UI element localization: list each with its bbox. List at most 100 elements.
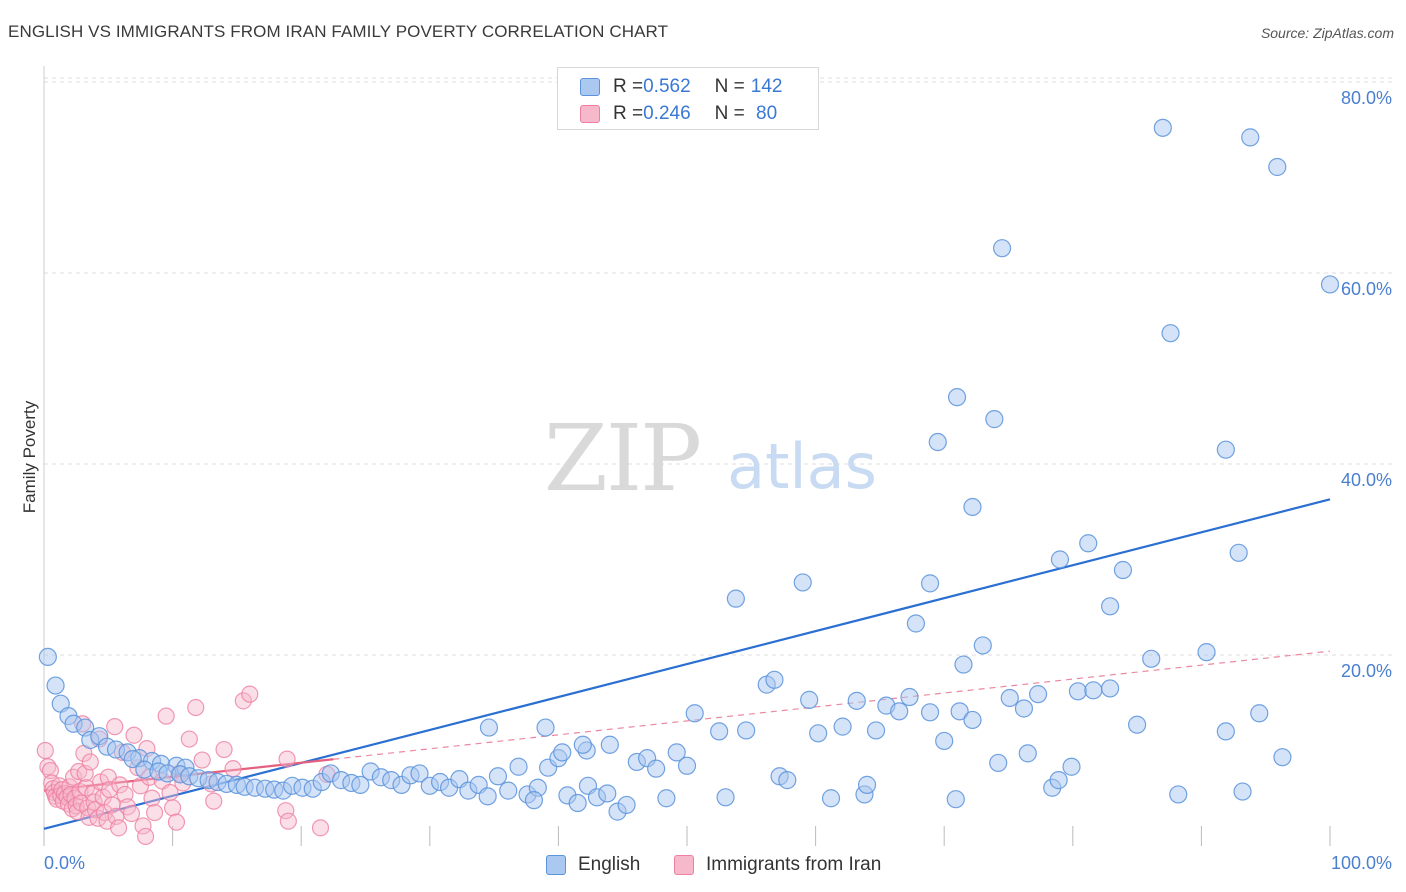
english-point <box>950 702 969 721</box>
legend-iran-label: Immigrants from Iran <box>706 854 882 875</box>
iran-point <box>167 813 186 831</box>
english-point <box>857 775 877 794</box>
english-point <box>573 735 592 754</box>
iran-point <box>134 817 152 835</box>
y-axis-label: Family Poverty <box>20 400 39 513</box>
legend-english-swatch <box>546 855 566 875</box>
english-point <box>890 702 909 721</box>
english-point <box>778 771 797 790</box>
english-point <box>847 691 866 710</box>
series-legend: English Immigrants from Iran <box>0 851 1406 879</box>
stats-legend: R = 0.562 N = 142 R = 0.246 N = 80 <box>557 67 819 130</box>
source-label: Source: ZipAtlas.com <box>1260 25 1394 41</box>
iran-point <box>164 799 182 817</box>
x-tick-label: 100.0% <box>1331 853 1392 873</box>
chart-title: ENGLISH VS IMMIGRANTS FROM IRAN FAMILY P… <box>8 22 669 41</box>
iran-point <box>279 812 297 830</box>
english-point <box>1100 679 1120 698</box>
tick-labels: 20.0% 40.0% 60.0% 80.0% 0.0% 100.0% <box>44 88 1392 873</box>
english-point <box>351 775 370 794</box>
english-point <box>765 670 784 689</box>
iran-point <box>143 789 161 807</box>
english-point <box>800 690 819 709</box>
legend-row-english: R = 0.562 N = 142 <box>580 75 782 99</box>
english-point <box>954 655 973 674</box>
english-point <box>1000 688 1019 708</box>
iran-r-value: 0.246 <box>643 103 691 124</box>
iran-point <box>180 730 198 748</box>
iran-point <box>277 802 295 820</box>
legend-iran-swatch <box>674 855 694 875</box>
english-point <box>38 647 57 667</box>
english-point <box>920 574 940 593</box>
english-point <box>536 718 555 737</box>
english-point <box>1268 157 1287 177</box>
iran-point <box>70 762 88 781</box>
english-point <box>716 788 735 807</box>
iran-point <box>36 741 54 760</box>
iran-point <box>311 819 330 837</box>
english-point <box>410 764 429 783</box>
english-point <box>1049 771 1068 790</box>
english-point <box>488 767 508 786</box>
english-point <box>737 721 756 740</box>
iran-point <box>234 692 252 710</box>
english-point <box>985 410 1004 429</box>
english-point <box>710 722 729 741</box>
iran-point <box>241 685 259 703</box>
gridlines <box>44 77 1392 656</box>
english-point <box>963 710 982 730</box>
english-point <box>1113 560 1133 580</box>
english-point <box>524 791 544 810</box>
y-tick-label: 40.0% <box>1341 470 1392 490</box>
english-n-value: 142 <box>750 76 783 97</box>
english-point <box>833 717 852 736</box>
english-point <box>1127 715 1147 734</box>
english-point <box>1050 550 1070 569</box>
english-point <box>568 793 587 813</box>
english-point <box>1241 128 1260 147</box>
english-r-label: R = <box>613 76 644 97</box>
english-point <box>553 743 572 762</box>
english-point <box>478 787 497 806</box>
english-point <box>667 743 686 762</box>
iran-point <box>41 761 60 780</box>
english-point <box>947 388 967 407</box>
english-point <box>1216 440 1235 459</box>
iran-point <box>205 792 223 810</box>
legend-row-iran: R = 0.246 N = 80 <box>580 102 777 126</box>
english-point <box>920 703 940 722</box>
english-point <box>1250 704 1269 723</box>
english-point <box>992 239 1012 258</box>
english-point <box>900 687 919 707</box>
watermark-atlas: atlas <box>727 430 877 503</box>
english-n-label: N = <box>714 76 745 97</box>
watermark-zip: ZIP <box>544 405 700 512</box>
english-point <box>935 731 954 751</box>
english-point <box>598 784 617 803</box>
y-tick-label: 60.0% <box>1341 279 1392 299</box>
english-point <box>600 735 619 754</box>
english-point <box>1028 685 1048 704</box>
iran-point <box>215 740 233 759</box>
iran-point <box>224 760 242 778</box>
iran-n-value: 80 <box>750 103 778 124</box>
iran-swatch <box>580 105 600 123</box>
english-point <box>726 589 745 608</box>
english-point <box>685 704 704 723</box>
english-point <box>479 718 499 737</box>
english-point <box>809 724 828 743</box>
english-point <box>677 756 697 775</box>
axes <box>43 66 1331 846</box>
english-point <box>1084 681 1103 700</box>
english-point <box>46 676 65 695</box>
legend-item-english: English <box>546 851 640 879</box>
english-point <box>946 790 965 809</box>
english-point <box>1153 118 1172 137</box>
iran-point <box>109 819 128 837</box>
english-point <box>866 721 886 740</box>
iran-trend-line-dashed <box>333 650 1331 760</box>
legend-english-label: English <box>578 854 641 875</box>
iran-point <box>193 751 211 769</box>
